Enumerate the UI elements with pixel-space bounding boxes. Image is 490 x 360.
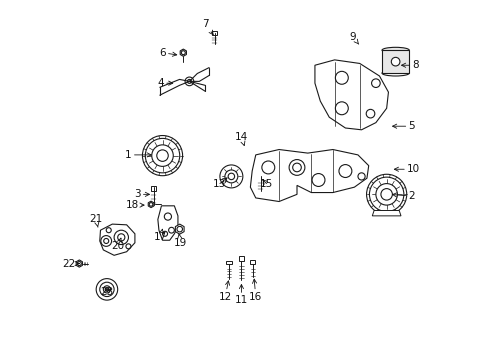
- Text: 6: 6: [159, 48, 177, 58]
- Circle shape: [228, 173, 235, 180]
- FancyBboxPatch shape: [212, 31, 218, 35]
- Circle shape: [220, 165, 243, 188]
- Polygon shape: [175, 224, 184, 234]
- Polygon shape: [315, 60, 389, 130]
- Circle shape: [96, 279, 118, 300]
- Polygon shape: [180, 49, 186, 56]
- Circle shape: [105, 288, 109, 291]
- Polygon shape: [158, 206, 178, 240]
- FancyBboxPatch shape: [239, 256, 245, 261]
- Circle shape: [392, 57, 400, 66]
- Text: 8: 8: [401, 60, 418, 70]
- Text: 5: 5: [392, 121, 415, 131]
- Circle shape: [376, 184, 397, 205]
- Text: 14: 14: [235, 132, 248, 145]
- Circle shape: [103, 286, 111, 293]
- Text: 20: 20: [111, 238, 124, 251]
- Text: 16: 16: [249, 279, 262, 302]
- Text: 17: 17: [154, 229, 168, 242]
- Circle shape: [225, 170, 238, 183]
- FancyBboxPatch shape: [258, 175, 264, 179]
- Circle shape: [100, 282, 114, 297]
- Text: 22: 22: [63, 258, 79, 269]
- Text: 2: 2: [392, 191, 415, 201]
- Polygon shape: [372, 211, 401, 216]
- Text: 19: 19: [174, 234, 187, 248]
- Polygon shape: [76, 260, 82, 267]
- Text: 15: 15: [260, 179, 273, 189]
- Ellipse shape: [382, 70, 409, 76]
- Text: 23: 23: [100, 287, 114, 297]
- Circle shape: [369, 177, 404, 212]
- Circle shape: [381, 189, 392, 200]
- Text: 11: 11: [235, 284, 248, 305]
- Text: 18: 18: [125, 200, 144, 210]
- Text: 7: 7: [202, 19, 213, 35]
- FancyBboxPatch shape: [226, 261, 232, 264]
- Text: 13: 13: [213, 178, 227, 189]
- Text: 12: 12: [219, 281, 232, 302]
- Text: 9: 9: [349, 32, 359, 44]
- FancyBboxPatch shape: [151, 186, 156, 191]
- Text: 4: 4: [157, 78, 173, 88]
- Polygon shape: [250, 149, 368, 202]
- Ellipse shape: [382, 47, 409, 53]
- Polygon shape: [148, 201, 154, 208]
- Circle shape: [146, 138, 180, 173]
- Text: 21: 21: [90, 215, 103, 227]
- Text: 1: 1: [125, 150, 151, 160]
- Polygon shape: [100, 224, 135, 255]
- Polygon shape: [382, 50, 409, 73]
- Text: 10: 10: [394, 164, 420, 174]
- Circle shape: [152, 145, 173, 166]
- Text: 3: 3: [134, 189, 149, 199]
- Circle shape: [157, 150, 168, 161]
- FancyBboxPatch shape: [250, 260, 255, 264]
